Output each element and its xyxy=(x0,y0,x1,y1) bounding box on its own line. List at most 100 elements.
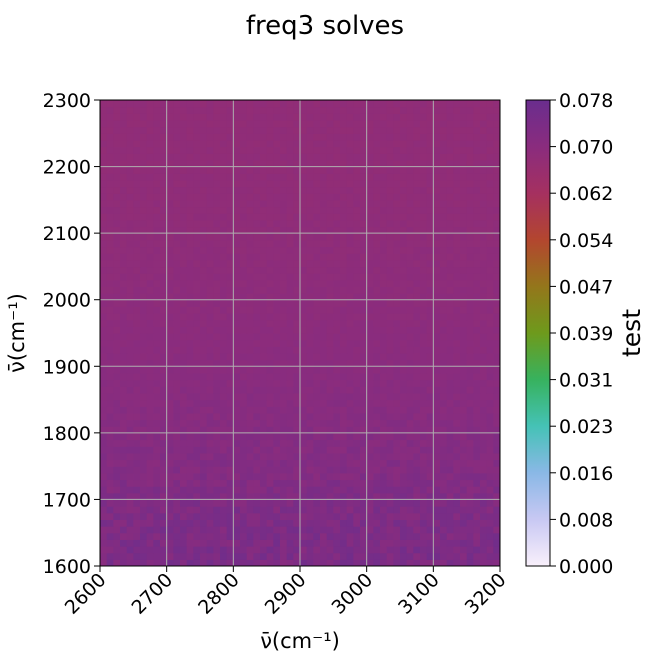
heatmap-cell xyxy=(400,486,408,494)
heatmap-cell xyxy=(260,246,268,254)
heatmap-cell xyxy=(333,126,341,134)
heatmap-cell xyxy=(300,193,308,201)
heatmap-cell xyxy=(160,219,168,228)
heatmap-cell xyxy=(253,259,261,268)
heatmap-cell xyxy=(466,499,474,507)
heatmap-cell xyxy=(160,306,168,314)
heatmap-cell xyxy=(240,546,248,554)
heatmap-cell xyxy=(406,352,414,361)
heatmap-cell xyxy=(180,346,188,354)
heatmap-cell xyxy=(206,506,214,514)
heatmap-cell xyxy=(493,246,500,254)
heatmap-cell xyxy=(226,492,234,501)
heatmap-cell xyxy=(100,506,108,514)
heatmap-cell xyxy=(433,399,441,407)
heatmap-cell xyxy=(160,153,168,161)
heatmap-cell xyxy=(406,359,414,367)
heatmap-cell xyxy=(453,139,461,148)
heatmap-cell xyxy=(306,506,314,514)
heatmap-cell xyxy=(313,399,321,407)
heatmap-cell xyxy=(226,319,234,327)
heatmap-cell xyxy=(366,293,374,301)
heatmap-cell xyxy=(253,479,261,487)
heatmap-cell xyxy=(240,466,248,474)
heatmap-cell xyxy=(473,559,481,566)
heatmap-cell xyxy=(146,206,154,214)
heatmap-cell xyxy=(113,286,121,294)
heatmap-cell xyxy=(173,246,181,254)
heatmap-cell xyxy=(100,133,108,141)
heatmap-cell xyxy=(380,173,388,181)
heatmap-cell xyxy=(300,213,308,221)
heatmap-cell xyxy=(186,259,194,268)
heatmap-cell xyxy=(406,219,414,228)
heatmap-cell xyxy=(433,532,441,540)
heatmap-cell xyxy=(453,466,461,474)
heatmap-cell xyxy=(100,359,108,367)
heatmap-cell xyxy=(160,179,168,188)
heatmap-cell xyxy=(100,159,108,168)
heatmap-cell xyxy=(293,412,301,421)
heatmap-cell xyxy=(173,499,181,507)
heatmap-cell xyxy=(280,299,288,307)
heatmap-cell xyxy=(346,446,354,454)
heatmap-cell xyxy=(246,166,254,174)
heatmap-cell xyxy=(280,106,288,114)
heatmap-cell xyxy=(246,139,254,148)
heatmap-cell xyxy=(406,266,414,274)
heatmap-cell xyxy=(106,346,114,354)
heatmap-cell xyxy=(240,179,248,188)
heatmap-cell xyxy=(193,239,201,248)
heatmap-cell xyxy=(246,399,254,407)
heatmap-cell xyxy=(473,379,481,387)
heatmap-cell xyxy=(280,432,288,441)
heatmap-cell xyxy=(180,119,188,128)
heatmap-cell xyxy=(360,279,368,287)
heatmap-cell xyxy=(326,326,334,334)
heatmap-cell xyxy=(460,179,468,188)
heatmap-cell xyxy=(133,532,141,540)
heatmap-cell xyxy=(433,119,441,128)
heatmap-cell xyxy=(280,392,288,401)
heatmap-cell xyxy=(220,206,228,214)
heatmap-cell xyxy=(413,552,421,560)
heatmap-cell xyxy=(200,526,208,534)
heatmap-cell xyxy=(180,432,188,441)
heatmap-cell xyxy=(473,173,481,181)
heatmap-cell xyxy=(353,199,361,208)
heatmap-cell xyxy=(173,392,181,401)
heatmap-cell xyxy=(400,472,408,481)
heatmap-cell xyxy=(373,313,381,321)
heatmap-cell xyxy=(493,326,500,334)
heatmap-cell xyxy=(480,459,488,467)
heatmap-cell xyxy=(360,239,368,248)
heatmap-cell xyxy=(486,359,494,367)
heatmap-cell xyxy=(480,333,488,341)
heatmap-cell xyxy=(446,279,454,287)
heatmap-cell xyxy=(193,532,201,540)
heatmap-cell xyxy=(193,139,201,148)
heatmap-cell xyxy=(353,253,361,261)
heatmap-cell xyxy=(353,419,361,427)
heatmap-cell xyxy=(200,113,208,121)
heatmap-cell xyxy=(146,326,154,334)
heatmap-cell xyxy=(340,466,348,474)
heatmap-cell xyxy=(433,479,441,487)
heatmap-cell xyxy=(100,206,108,214)
heatmap-cell xyxy=(200,492,208,501)
heatmap-cell xyxy=(453,319,461,327)
heatmap-cell xyxy=(340,193,348,201)
heatmap-cell xyxy=(460,519,468,527)
heatmap-cell xyxy=(400,199,408,208)
heatmap-cell xyxy=(106,426,114,434)
heatmap-cell xyxy=(400,552,408,560)
heatmap-cell xyxy=(253,299,261,307)
heatmap-cell xyxy=(480,313,488,321)
heatmap-cell xyxy=(193,219,201,228)
heatmap-cell xyxy=(173,179,181,188)
heatmap-cell xyxy=(346,259,354,268)
heatmap-cell xyxy=(466,392,474,401)
heatmap-cell xyxy=(133,206,141,214)
heatmap-cell xyxy=(160,193,168,201)
heatmap-cell xyxy=(166,386,174,394)
